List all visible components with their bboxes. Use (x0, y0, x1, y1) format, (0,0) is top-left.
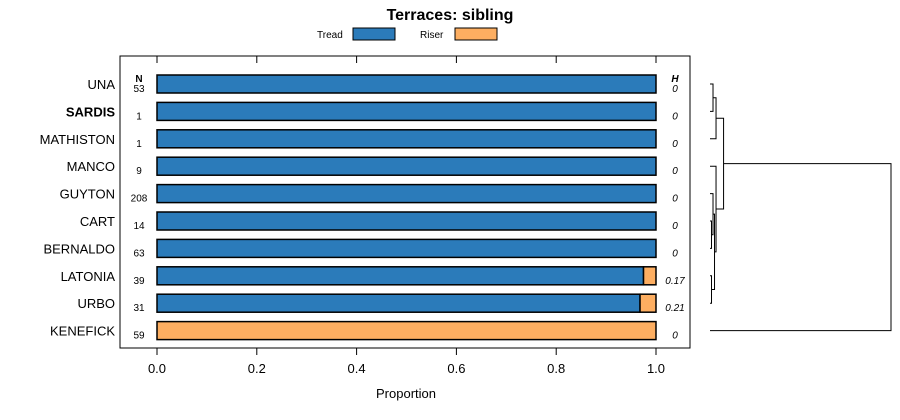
n-column-header: N (135, 74, 142, 85)
category-label-una: UNA (88, 77, 116, 92)
category-label-latonia: LATONIA (61, 269, 116, 284)
n-value-urbo: 31 (133, 303, 145, 314)
n-value-una: 53 (133, 84, 145, 95)
dendrogram (710, 83, 892, 332)
h-value-urbo: 0.21 (665, 303, 684, 314)
h-value-latonia: 0.17 (665, 276, 685, 287)
bar-mathiston-tread (156, 129, 657, 149)
dendrogram-merge-8 (710, 163, 892, 332)
bar-una-tread (156, 74, 657, 94)
dendrogram-merge-4 (710, 275, 713, 304)
h-value-una: 0 (672, 84, 678, 95)
legend-label-riser: Riser (420, 30, 444, 41)
n-value-guyton: 208 (131, 194, 148, 205)
chart-title: Terraces: sibling (387, 7, 514, 24)
x-axis: 0.0 0.2 0.4 0.6 0.8 1.0 (148, 56, 665, 376)
h-value-manco: 0 (672, 166, 678, 177)
n-value-cart: 14 (133, 221, 145, 232)
dendrogram-merge-7 (716, 117, 725, 210)
dendrogram-merge-2 (710, 220, 713, 249)
x-tick-label-3: 0.6 (447, 361, 465, 376)
x-axis-label: Proportion (376, 386, 436, 401)
n-value-kenefick: 59 (133, 331, 145, 342)
n-value-sardis: 1 (136, 111, 142, 122)
h-value-guyton: 0 (672, 194, 678, 205)
plot-panel (119, 55, 691, 349)
bar-urbo-tread (156, 293, 641, 313)
category-label-manco: MANCO (67, 159, 115, 174)
x-tick-label-1: 0.2 (248, 361, 266, 376)
bar-sardis-tread (156, 101, 657, 122)
category-label-guyton: GUYTON (60, 187, 115, 202)
dendrogram-merge-1 (710, 97, 717, 140)
legend-swatch-riser (454, 27, 498, 41)
bar-urbo-riser (639, 293, 657, 313)
x-tick-label-5: 1.0 (647, 361, 665, 376)
h-value-bernaldo: 0 (672, 248, 678, 259)
h-value-sardis: 0 (672, 111, 678, 122)
category-label-urbo: URBO (77, 296, 115, 311)
h-column-header: H (671, 74, 679, 85)
n-value-manco: 9 (136, 166, 142, 177)
n-value-mathiston: 1 (136, 139, 142, 150)
n-value-latonia: 39 (133, 276, 145, 287)
category-label-bernaldo: BERNALDO (43, 241, 115, 256)
category-label-sardis: SARDIS (66, 104, 115, 119)
category-label-mathiston: MATHISTON (40, 132, 115, 147)
n-value-bernaldo: 63 (133, 248, 145, 259)
bar-bernaldo-tread (156, 238, 657, 259)
h-value-mathiston: 0 (672, 139, 678, 150)
x-tick-label-0: 0.0 (148, 361, 166, 376)
bar-latonia-riser (642, 266, 657, 286)
h-value-kenefick: 0 (672, 331, 678, 342)
bar-kenefick-riser (156, 320, 657, 341)
legend-swatch-tread (352, 27, 396, 41)
dendrogram-merge-6 (710, 165, 717, 253)
bars-group (156, 74, 657, 341)
legend: Tread Riser (317, 27, 498, 41)
x-tick-label-2: 0.4 (348, 361, 366, 376)
bar-cart-tread (156, 211, 657, 231)
legend-label-tread: Tread (317, 30, 343, 41)
h-value-cart: 0 (672, 221, 678, 232)
bar-latonia-tread (156, 266, 645, 286)
category-label-kenefick: KENEFICK (50, 324, 115, 339)
bar-guyton-tread (156, 183, 657, 204)
x-tick-label-4: 0.8 (547, 361, 565, 376)
bar-manco-tread (156, 156, 657, 176)
dendrogram-merge-0 (710, 83, 714, 112)
category-labels: UNA 53 0 SARDIS 1 0 MATHISTON 1 0 MANCO 9 0 GUYTON 20… (40, 77, 686, 342)
category-label-cart: CART (80, 214, 115, 229)
